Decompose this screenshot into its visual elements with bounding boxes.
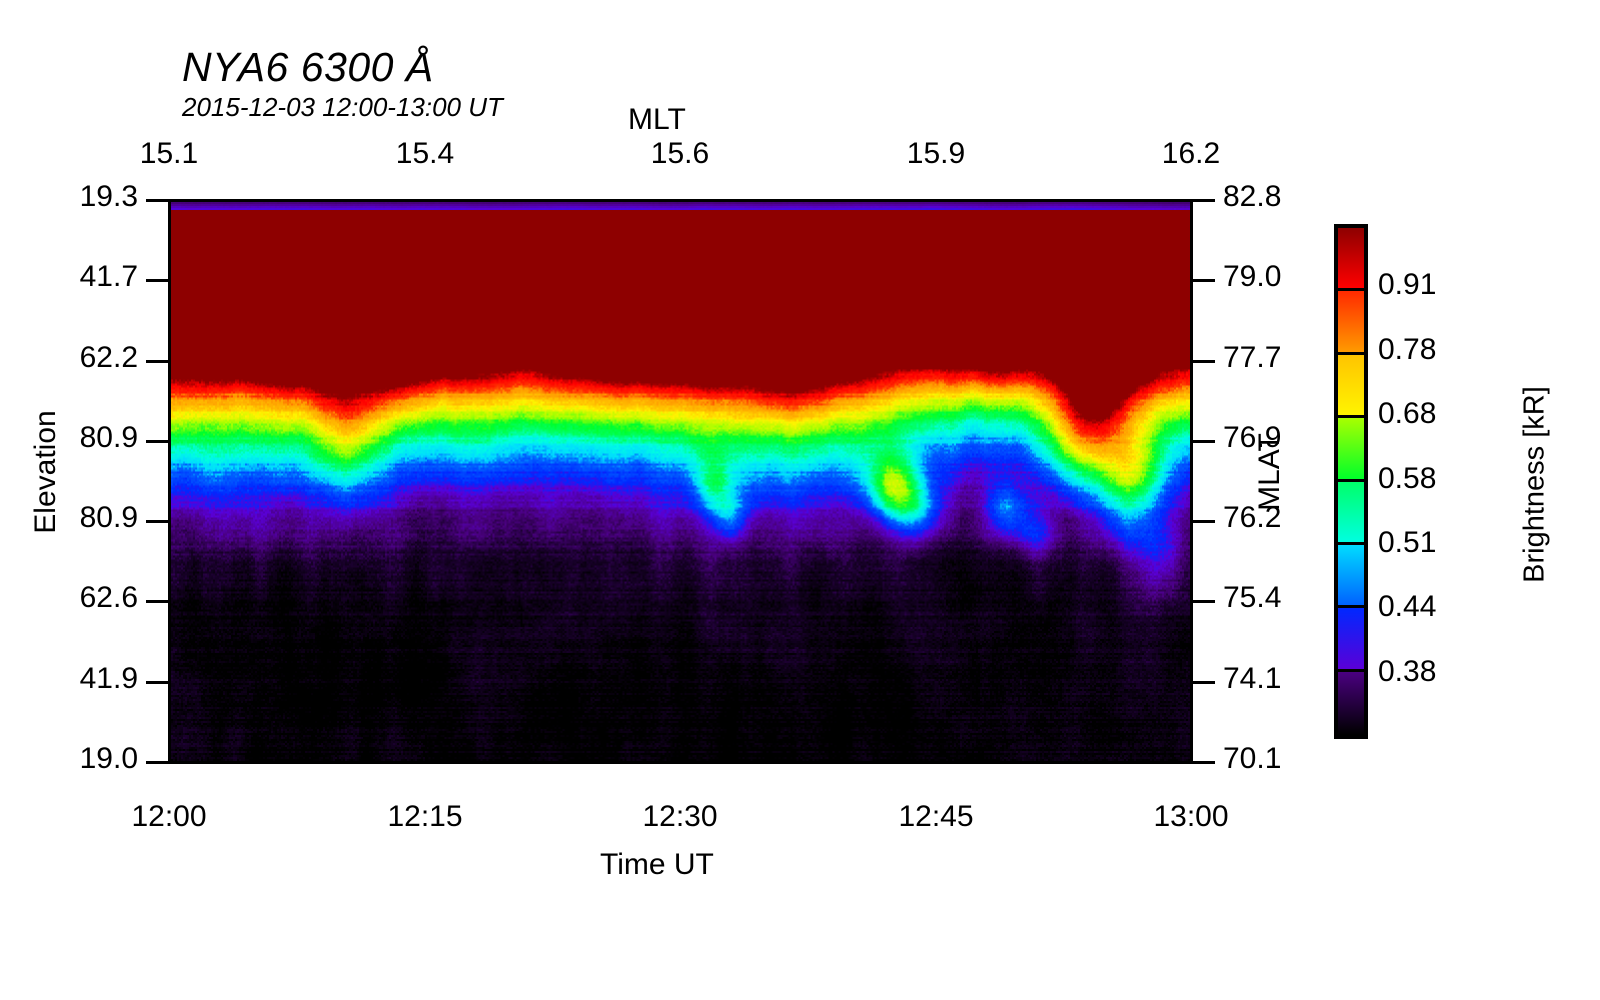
right-tick-label: 75.4 xyxy=(1223,581,1282,614)
left-tick-label: 41.7 xyxy=(79,260,138,293)
top-axis-label: MLT xyxy=(628,103,686,136)
colorbar-tick-label: 0.78 xyxy=(1378,332,1437,366)
right-tick-label: 70.1 xyxy=(1223,742,1282,775)
colorbar-segment xyxy=(1338,608,1364,672)
bottom-tick-label: 12:30 xyxy=(642,800,718,833)
left-major-tick xyxy=(146,440,168,443)
left-major-tick xyxy=(146,279,168,282)
keogram-plot-area xyxy=(168,199,1193,764)
bottom-tick-label: 12:00 xyxy=(131,800,207,833)
right-major-tick xyxy=(1193,279,1215,282)
bottom-axis-label: Time UT xyxy=(600,848,714,881)
colorbar-tick-label: 0.38 xyxy=(1378,654,1437,688)
colorbar-axis-label: Brightness [kR] xyxy=(1518,386,1551,583)
colorbar-segment xyxy=(1338,481,1364,545)
right-tick-label: 76.9 xyxy=(1223,421,1282,454)
top-tick-label: 16.2 xyxy=(1161,137,1221,170)
right-tick-label: 82.8 xyxy=(1223,180,1282,213)
left-tick-label: 80.9 xyxy=(79,501,138,534)
right-major-tick xyxy=(1193,681,1215,684)
left-tick-label: 19.3 xyxy=(79,180,138,213)
left-major-tick xyxy=(146,681,168,684)
page-title: NYA6 6300 Å xyxy=(182,44,434,90)
top-tick-label: 15.9 xyxy=(906,137,966,170)
colorbar-segment xyxy=(1338,354,1364,419)
colorbar-segment xyxy=(1338,291,1364,355)
right-tick-label: 76.2 xyxy=(1223,501,1282,534)
colorbar-tick-label: 0.58 xyxy=(1378,461,1437,495)
colorbar-tick-label: 0.91 xyxy=(1378,268,1437,302)
left-tick-label: 41.9 xyxy=(79,662,138,695)
right-major-tick xyxy=(1193,199,1215,202)
colorbar-segment xyxy=(1338,418,1364,482)
right-major-tick xyxy=(1193,360,1215,363)
colorbar-tick-label: 0.68 xyxy=(1378,397,1437,431)
top-tick-label: 15.4 xyxy=(395,137,455,170)
page-subtitle: 2015-12-03 12:00-13:00 UT xyxy=(182,92,503,122)
right-major-tick xyxy=(1193,440,1215,443)
colorbar xyxy=(1334,224,1368,739)
left-major-tick xyxy=(146,761,168,764)
bottom-tick-label: 12:15 xyxy=(387,800,463,833)
right-major-tick xyxy=(1193,761,1215,764)
colorbar-segment xyxy=(1338,228,1364,292)
bottom-tick-label: 12:45 xyxy=(898,800,974,833)
left-tick-label: 62.2 xyxy=(79,341,138,374)
keogram-image xyxy=(171,202,1190,761)
left-tick-label: 62.6 xyxy=(79,581,138,614)
colorbar-segment xyxy=(1338,671,1364,735)
right-tick-label: 77.7 xyxy=(1223,341,1282,374)
left-major-tick xyxy=(146,360,168,363)
right-tick-label: 79.0 xyxy=(1223,260,1282,293)
colorbar-tick-label: 0.51 xyxy=(1378,525,1437,559)
left-tick-label: 19.0 xyxy=(79,742,138,775)
right-major-tick xyxy=(1193,600,1215,603)
colorbar-segment xyxy=(1338,544,1364,609)
right-tick-label: 74.1 xyxy=(1223,662,1282,695)
left-major-tick xyxy=(146,199,168,202)
left-tick-label: 80.9 xyxy=(79,421,138,454)
left-major-tick xyxy=(146,520,168,523)
left-axis-label: Elevation xyxy=(29,410,62,534)
left-major-tick xyxy=(146,600,168,603)
right-major-tick xyxy=(1193,520,1215,523)
top-tick-label: 15.6 xyxy=(650,137,710,170)
colorbar-tick-label: 0.44 xyxy=(1378,590,1437,624)
bottom-tick-label: 13:00 xyxy=(1153,800,1229,833)
top-tick-label: 15.1 xyxy=(139,137,199,170)
